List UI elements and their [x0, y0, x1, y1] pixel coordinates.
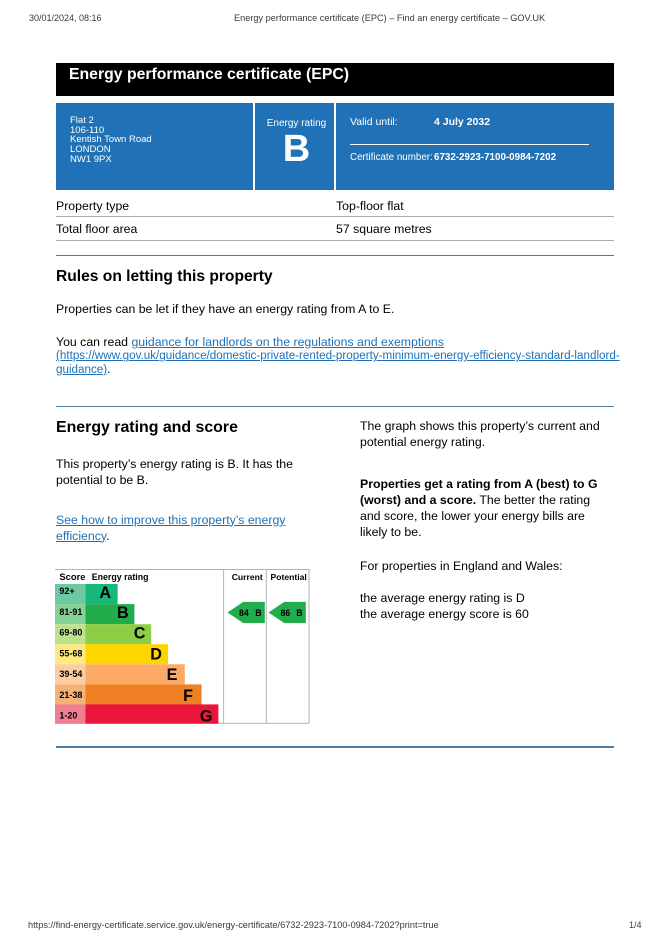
svg-text:Current: Current	[232, 572, 263, 582]
svg-text:84: 84	[239, 608, 249, 618]
svg-text:39-54: 39-54	[59, 669, 82, 679]
svg-text:G: G	[200, 708, 213, 725]
svg-text:Energy rating: Energy rating	[92, 572, 149, 582]
svg-text:1-20: 1-20	[59, 711, 77, 721]
svg-text:B: B	[117, 604, 129, 622]
svg-text:86: 86	[281, 608, 291, 618]
svg-text:Potential: Potential	[271, 572, 307, 582]
svg-text:B: B	[255, 608, 261, 618]
svg-text:81-91: 81-91	[59, 607, 82, 617]
svg-text:E: E	[167, 666, 178, 684]
svg-text:55-68: 55-68	[59, 648, 82, 658]
svg-text:F: F	[183, 687, 193, 705]
svg-text:69-80: 69-80	[59, 628, 82, 638]
svg-text:92+: 92+	[59, 586, 74, 596]
svg-text:C: C	[134, 625, 146, 643]
svg-text:B: B	[296, 608, 302, 618]
svg-text:D: D	[150, 645, 162, 663]
svg-text:Score: Score	[59, 571, 85, 582]
svg-text:A: A	[99, 584, 111, 602]
svg-text:21-38: 21-38	[59, 690, 82, 700]
